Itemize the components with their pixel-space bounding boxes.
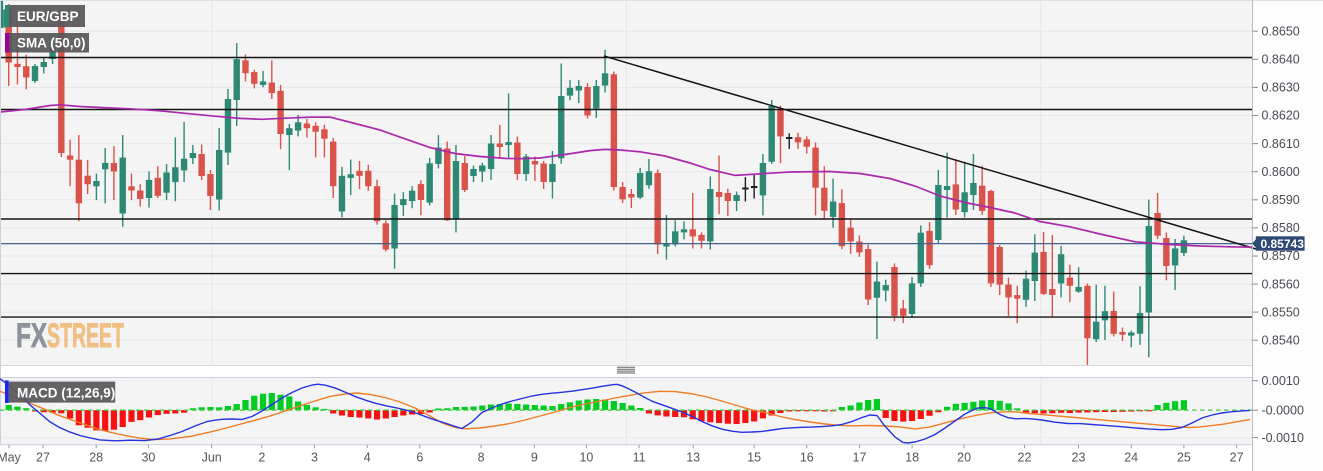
svg-text:28: 28: [89, 451, 103, 465]
svg-text:-0.0010: -0.0010: [1262, 431, 1304, 445]
svg-text:6: 6: [416, 451, 423, 465]
svg-text:11: 11: [633, 451, 646, 465]
svg-text:0.8610: 0.8610: [1262, 137, 1300, 151]
svg-text:0.8550: 0.8550: [1262, 305, 1300, 319]
svg-text:EUR/GBP: EUR/GBP: [17, 9, 79, 24]
svg-text:0.85743: 0.85743: [1261, 237, 1305, 251]
svg-text:MACD (12,26,9): MACD (12,26,9): [17, 386, 115, 401]
svg-text:2: 2: [258, 451, 265, 465]
svg-text:13: 13: [686, 451, 700, 465]
svg-text:FX: FX: [16, 317, 47, 355]
svg-text:27: 27: [36, 451, 50, 465]
svg-text:STREET: STREET: [47, 317, 124, 355]
svg-text:0.0010: 0.0010: [1262, 374, 1300, 388]
svg-text:10: 10: [579, 451, 593, 465]
svg-text:15: 15: [747, 451, 761, 465]
svg-text:9: 9: [531, 451, 538, 465]
svg-text:8: 8: [478, 451, 485, 465]
svg-text:24: 24: [1124, 451, 1138, 465]
svg-text:3: 3: [311, 451, 318, 465]
svg-text:0.8560: 0.8560: [1262, 277, 1300, 291]
svg-text:May: May: [0, 451, 22, 465]
svg-text:23: 23: [1072, 451, 1086, 465]
svg-text:Jun: Jun: [202, 451, 222, 465]
svg-text:16: 16: [800, 451, 814, 465]
svg-text:4: 4: [364, 451, 371, 465]
svg-text:0.8630: 0.8630: [1262, 81, 1300, 95]
svg-text:18: 18: [905, 451, 919, 465]
svg-text:17: 17: [853, 451, 867, 465]
svg-text:0.8570: 0.8570: [1262, 249, 1300, 263]
svg-text:22: 22: [1018, 451, 1032, 465]
svg-text:SMA (50,0): SMA (50,0): [17, 36, 86, 51]
svg-text:27: 27: [1230, 451, 1244, 465]
svg-text:0.8620: 0.8620: [1262, 109, 1300, 123]
svg-text:20: 20: [957, 451, 971, 465]
svg-text:0.8600: 0.8600: [1262, 165, 1300, 179]
svg-text:30: 30: [141, 451, 155, 465]
svg-text:0.8640: 0.8640: [1262, 53, 1300, 67]
svg-text:25: 25: [1177, 451, 1191, 465]
svg-text:0.8540: 0.8540: [1262, 333, 1300, 347]
svg-text:0.8650: 0.8650: [1262, 24, 1300, 38]
svg-text:-0.0000: -0.0000: [1262, 403, 1304, 417]
svg-text:0.8580: 0.8580: [1262, 221, 1300, 235]
svg-text:0.8590: 0.8590: [1262, 193, 1300, 207]
